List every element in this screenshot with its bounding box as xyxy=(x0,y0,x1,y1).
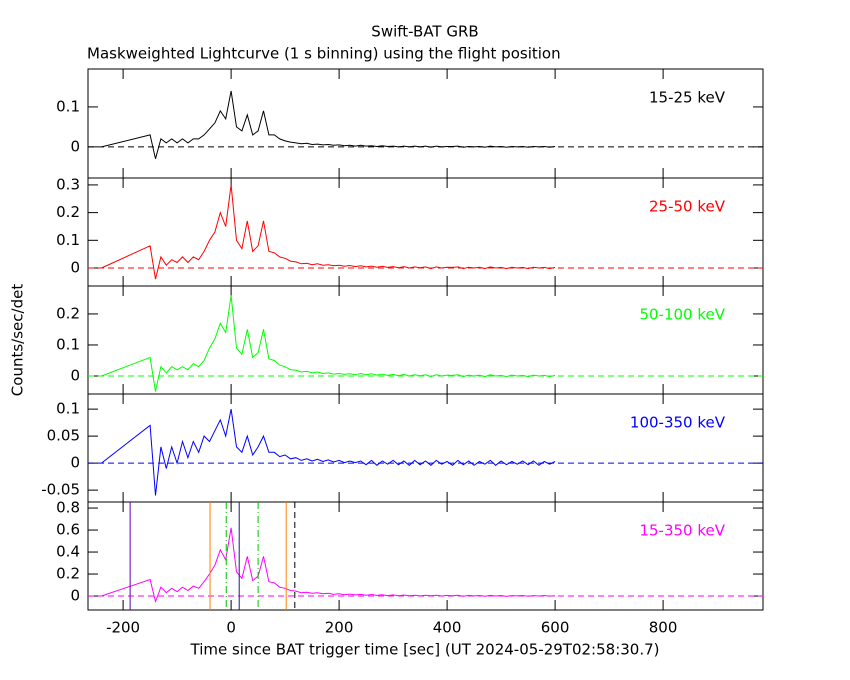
figure-title: Swift-BAT GRB xyxy=(371,23,478,41)
y-tick-label: 0.1 xyxy=(56,231,80,249)
y-tick-label: 0 xyxy=(70,137,80,155)
energy-band-label: 25-50 keV xyxy=(649,198,726,216)
panel-frame xyxy=(87,285,764,395)
y-axis-label: Counts/sec/det xyxy=(9,284,27,397)
figure-subtitle: Maskweighted Lightcurve (1 s binning) us… xyxy=(87,45,561,63)
panel-frame xyxy=(87,501,764,611)
light-curve xyxy=(101,90,556,159)
y-tick-label: 0.3 xyxy=(56,175,80,193)
y-tick-label: 0.2 xyxy=(56,304,80,322)
y-tick-label: 0 xyxy=(70,259,80,277)
panel-frame xyxy=(87,68,764,179)
y-tick-label: 0.6 xyxy=(56,521,80,539)
light-curve xyxy=(101,295,556,392)
energy-band-label: 15-350 keV xyxy=(639,522,725,540)
x-tick-label: 400 xyxy=(433,619,462,637)
y-tick-label: 0.1 xyxy=(56,97,80,115)
x-tick-label: 600 xyxy=(541,619,570,637)
y-tick-label: 0.2 xyxy=(56,565,80,583)
panel-frame xyxy=(87,177,764,287)
panel-frame xyxy=(87,393,764,503)
y-tick-label: -0.05 xyxy=(41,481,80,499)
x-tick-label: 200 xyxy=(325,619,354,637)
y-tick-label: 0 xyxy=(70,587,80,605)
x-tick-label: -200 xyxy=(106,619,140,637)
x-tick-label: 800 xyxy=(649,619,678,637)
energy-band-label: 15-25 keV xyxy=(649,89,726,107)
y-tick-label: 0.1 xyxy=(56,335,80,353)
x-axis-label: Time since BAT trigger time [sec] (UT 20… xyxy=(190,641,660,659)
x-tick-label: 0 xyxy=(226,619,236,637)
y-tick-label: 0.1 xyxy=(56,400,80,418)
y-tick-label: 0 xyxy=(70,454,80,472)
y-tick-label: 0 xyxy=(70,367,80,385)
y-tick-label: 0.05 xyxy=(47,427,80,445)
light-curve xyxy=(101,184,556,280)
energy-band-label: 50-100 keV xyxy=(639,306,725,324)
y-tick-label: 0.4 xyxy=(56,543,80,561)
light-curve xyxy=(101,527,556,604)
light-curve xyxy=(101,409,556,496)
y-tick-label: 0.2 xyxy=(56,203,80,221)
energy-band-label: 100-350 keV xyxy=(630,414,726,432)
y-tick-label: 0.8 xyxy=(56,499,80,517)
